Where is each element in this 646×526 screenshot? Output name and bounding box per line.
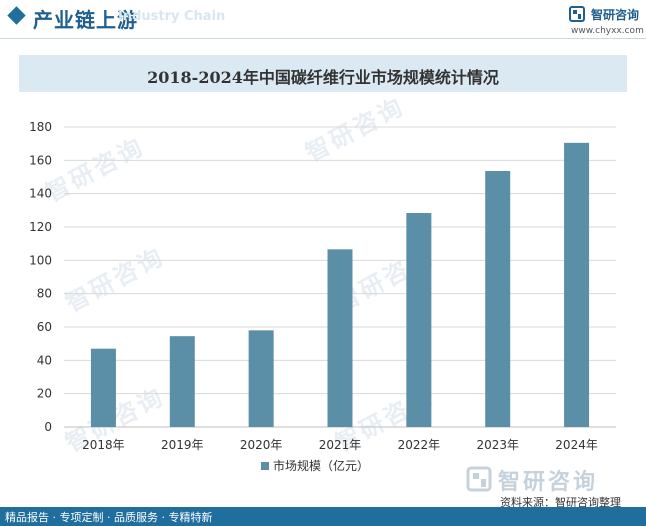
x-tick-label: 2020年 [240,438,283,452]
bar[interactable] [406,213,432,427]
bars [90,142,590,428]
y-tick-label: 100 [29,253,52,267]
x-tick-label: 2021年 [319,438,362,452]
y-tick-label: 20 [37,387,52,401]
y-tick-label: 0 [44,420,52,434]
bar[interactable] [90,348,116,427]
x-tick-label: 2019年 [161,438,204,452]
header-bar: 产业链上游 Industry Chain 智研咨询 www.chyxx.com [0,0,646,40]
y-axis-ticks: 0 20 40 60 80 100 120 140 160 180 [29,120,52,434]
x-tick-label: 2022年 [398,438,441,452]
source-note: 资料来源：智研咨询整理 [500,496,621,509]
x-tick-label: 2024年 [555,438,598,452]
legend-swatch [261,462,269,470]
brand-logo[interactable]: 智研咨询 www.chyxx.com [569,4,644,38]
y-tick-label: 160 [29,153,52,167]
footer-text: 精品报告 · 专项定制 · 品质服务 · 专精特新 [5,511,213,524]
chart-title-band: 2018-2024年中国碳纤维行业市场规模统计情况 [19,55,627,92]
legend: 市场规模（亿元） [261,458,369,473]
brand-url[interactable]: www.chyxx.com [571,26,644,36]
legend-label: 市场规模（亿元） [273,458,369,473]
brand-name-large: 智研咨询 [498,470,599,495]
x-tick-label: 2023年 [476,438,519,452]
bar[interactable] [485,171,511,427]
x-tick-label: 2018年 [82,438,125,452]
section-subtitle-watermark: Industry Chain [118,9,226,24]
bar[interactable] [169,336,195,427]
brand-logo-large-icon [466,466,492,492]
section-title: 产业链上游 [33,8,138,32]
y-tick-label: 180 [29,120,52,134]
header-divider [0,38,646,39]
chart-title: 2018-2024年中国碳纤维行业市场规模统计情况 [147,68,499,87]
bar[interactable] [564,142,590,428]
y-tick-label: 120 [29,220,52,234]
x-axis-ticks: 2018年 2019年 2020年 2021年 2022年 2023年 2024年 [82,438,598,452]
y-tick-label: 140 [29,187,52,201]
bar[interactable] [327,249,353,427]
footer-bar: 精品报告 · 专项定制 · 品质服务 · 专精特新 [0,507,646,526]
y-tick-label: 40 [37,353,52,367]
bar[interactable] [248,330,274,427]
brand-logo-icon [569,6,585,22]
y-tick-label: 80 [37,287,52,301]
brand-name: 智研咨询 [591,8,640,22]
brand-logo-large: 智研咨询 [466,466,636,495]
y-tick-label: 60 [37,320,52,334]
